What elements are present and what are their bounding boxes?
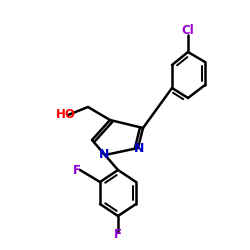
Text: Cl: Cl [182, 24, 194, 38]
Text: N: N [99, 148, 109, 162]
Text: HO: HO [56, 108, 76, 122]
Text: N: N [134, 142, 144, 156]
Text: F: F [73, 164, 81, 176]
Text: F: F [114, 228, 122, 241]
